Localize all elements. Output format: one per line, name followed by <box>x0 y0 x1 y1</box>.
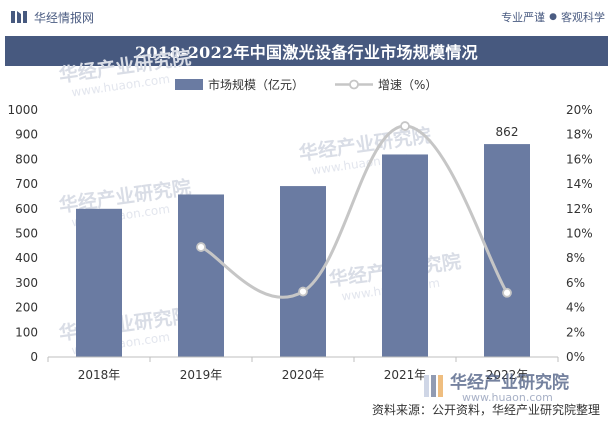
chart-title: 2018-2022年中国激光设备行业市场规模情况 <box>135 43 478 62</box>
y-left-tick-label: 1000 <box>7 103 38 117</box>
legend-line-marker <box>349 79 359 90</box>
bullet-dot-icon: ● <box>549 12 557 22</box>
y-right-tick-label: 4% <box>566 301 585 315</box>
stamp-logo-icon <box>438 375 443 397</box>
y-left-tick-label: 800 <box>15 152 38 166</box>
brand-name: 华经情报网 <box>34 10 95 25</box>
source-note: 资料来源：公开资料，华经产业研究院整理 <box>372 402 600 417</box>
y-left-tick-label: 900 <box>15 128 38 142</box>
x-tick-label: 2019年 <box>180 368 223 382</box>
bar-1 <box>178 194 224 357</box>
bar-3 <box>382 154 428 357</box>
growth-point <box>400 121 410 131</box>
growth-point <box>196 242 206 252</box>
y-right-tick-label: 0% <box>566 350 585 364</box>
y-left-tick-label: 0 <box>30 350 38 364</box>
axes-layer: 2018年 2019年 2020年 2021年 2022年 0 100 200 300 400 50… <box>7 103 592 382</box>
legend-line-label: 增速（%） <box>378 78 437 92</box>
stamp-logo-icon <box>431 375 436 397</box>
growth-point <box>502 287 512 298</box>
y-left-tick-label: 400 <box>15 251 38 265</box>
bar-2 <box>280 186 326 357</box>
y-right-tick-label: 20% <box>566 103 593 117</box>
x-tick-label: 2022年 <box>486 368 529 382</box>
bar-0 <box>76 208 122 357</box>
y-right-tick-label: 14% <box>566 177 593 191</box>
data-label: 862 <box>496 125 519 139</box>
y-right-tick-label: 16% <box>566 152 593 166</box>
bar-4 <box>484 144 530 357</box>
x-tick-label: 2021年 <box>384 368 427 382</box>
stamp-url: www.huaon.com <box>462 391 553 404</box>
y-right-tick-label: 12% <box>566 202 593 216</box>
x-tick-label: 2020年 <box>282 368 325 382</box>
stamp-name: 华经产业研究院 <box>450 372 569 393</box>
legend-bar-swatch <box>175 79 203 90</box>
brand-logo-icon <box>11 11 27 23</box>
growth-line <box>200 124 509 299</box>
x-tick-label: 2018年 <box>78 368 121 382</box>
title-bar: 2018-2022年中国激光设备行业市场规模情况 <box>5 36 608 66</box>
y-left-tick-label: 100 <box>15 325 38 339</box>
top-header: 华经情报网 专业严谨 ● 客观科学 <box>0 0 613 34</box>
y-left-tick-label: 700 <box>15 177 38 191</box>
y-left-tick-label: 600 <box>15 202 38 216</box>
growth-point <box>298 286 308 297</box>
y-right-tick-label: 18% <box>566 128 593 142</box>
line-series <box>196 121 512 299</box>
y-left-tick-label: 300 <box>15 276 38 290</box>
bar-series: 862 <box>76 125 530 357</box>
y-left-tick-label: 200 <box>15 301 38 315</box>
y-right-tick-label: 2% <box>566 325 585 339</box>
brand[interactable]: 华经情报网 <box>10 8 94 26</box>
y-right-tick-label: 6% <box>566 276 585 290</box>
legend-bar-label: 市场规模（亿元） <box>208 77 304 92</box>
slogan: 专业严谨 ● 客观科学 <box>501 9 605 25</box>
y-left-tick-label: 500 <box>15 227 38 241</box>
stamp-logo-icon <box>424 375 429 397</box>
y-right-tick-label: 8% <box>566 251 585 265</box>
legend: 市场规模（亿元） 增速（%） <box>175 77 437 92</box>
slogan-left: 专业严谨 <box>501 11 546 24</box>
y-right-tick-label: 10% <box>566 227 593 241</box>
slogan-right: 客观科学 <box>561 11 605 24</box>
